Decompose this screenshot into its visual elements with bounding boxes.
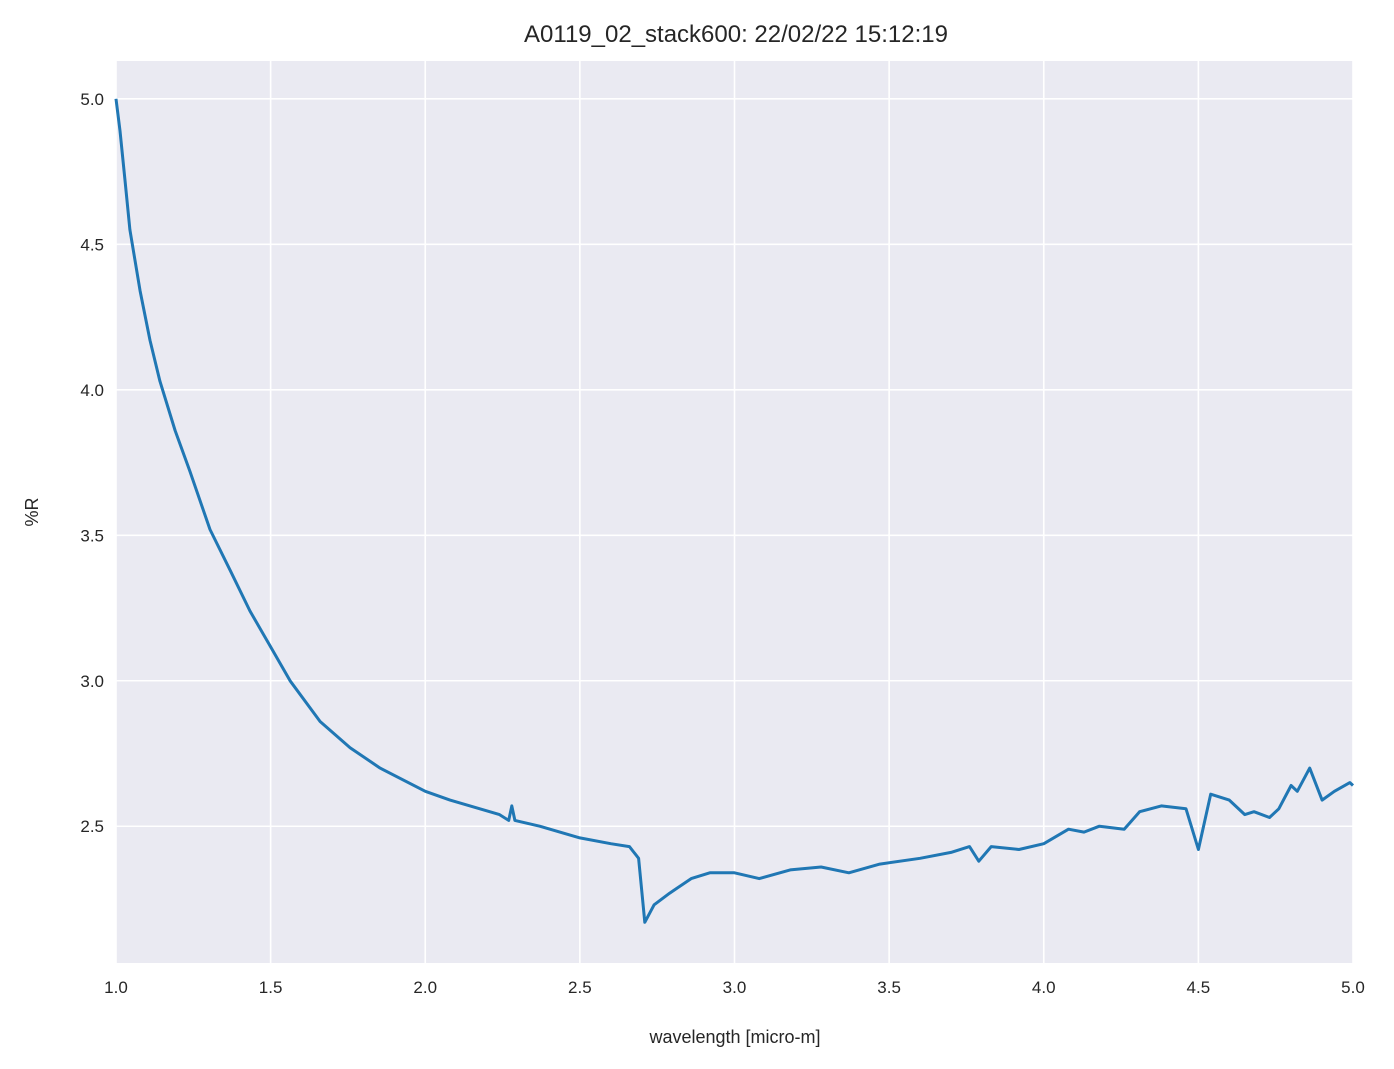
y-tick-label: 3.0 bbox=[80, 672, 104, 691]
x-tick-label: 2.5 bbox=[568, 978, 592, 997]
x-tick-label: 4.0 bbox=[1032, 978, 1056, 997]
x-tick-label: 4.5 bbox=[1187, 978, 1211, 997]
y-tick-label: 5.0 bbox=[80, 90, 104, 109]
y-tick-label: 2.5 bbox=[80, 817, 104, 836]
x-axis-label: wavelength [micro-m] bbox=[648, 1027, 820, 1047]
series-line bbox=[114, 98, 1355, 924]
x-tick-label: 3.5 bbox=[877, 978, 901, 997]
y-tick-label: 3.5 bbox=[80, 526, 104, 545]
x-tick-label: 2.0 bbox=[413, 978, 437, 997]
chart-title: A0119_02_stack600: 22/02/22 15:12:19 bbox=[524, 21, 948, 48]
x-tick-label: 3.0 bbox=[723, 978, 747, 997]
y-axis-label: %R bbox=[22, 497, 42, 526]
x-tick-label: 1.0 bbox=[104, 978, 128, 997]
y-tick-label: 4.0 bbox=[80, 381, 104, 400]
x-tick-label: 1.5 bbox=[259, 978, 283, 997]
x-tick-label: 5.0 bbox=[1341, 978, 1365, 997]
y-tick-label: 4.5 bbox=[80, 235, 104, 254]
